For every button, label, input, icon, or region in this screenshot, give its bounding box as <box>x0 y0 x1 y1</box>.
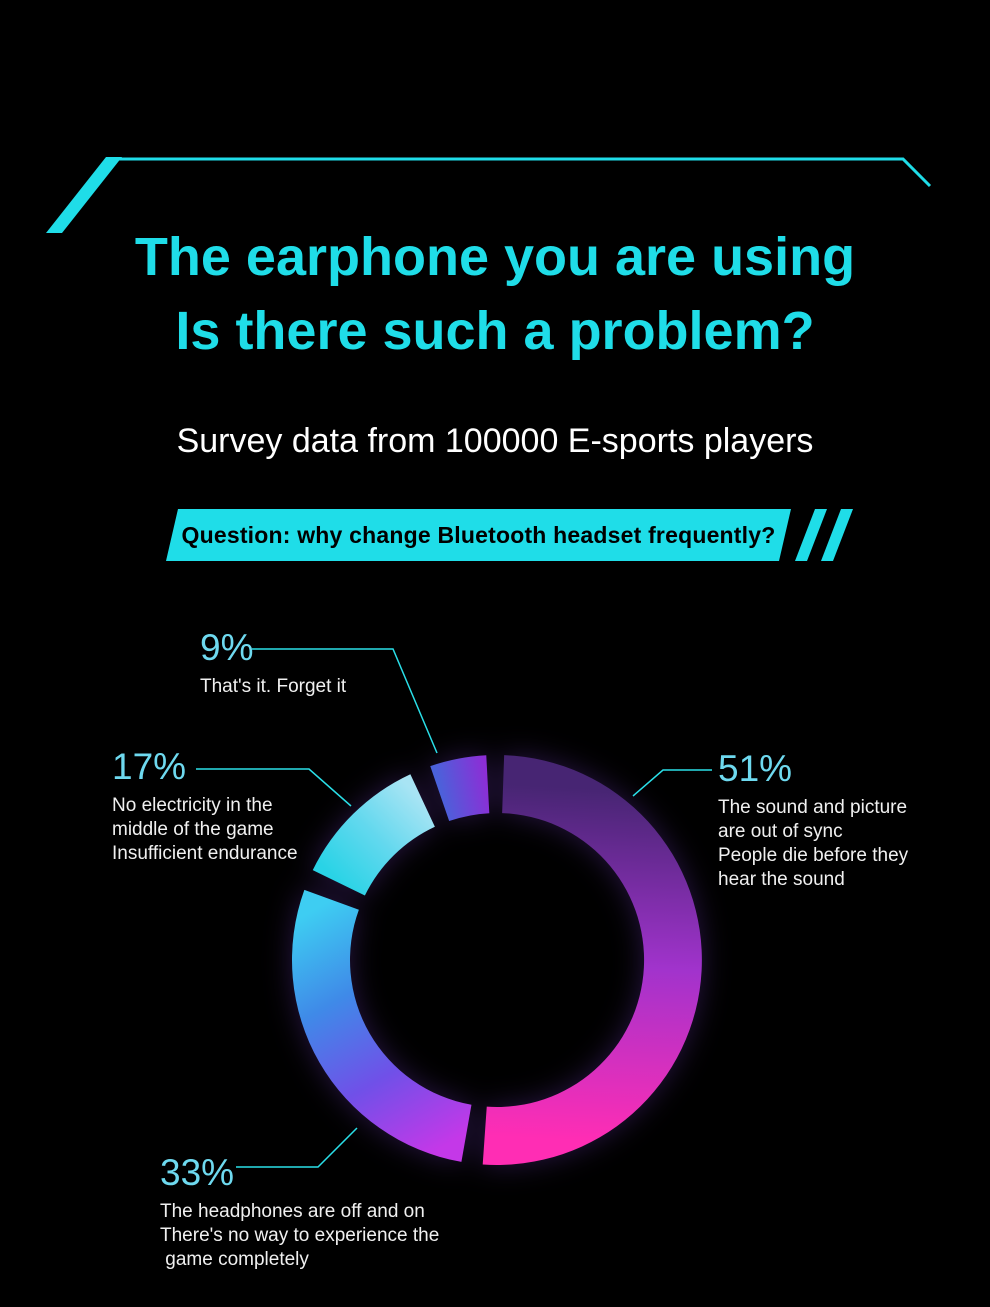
callout-17pct: 17% No electricity in the middle of the … <box>112 745 298 866</box>
callout-9pct: 9% That's it. Forget it <box>200 626 346 699</box>
frame-corner-band <box>46 157 122 233</box>
question-banner: Question: why change Bluetooth headset f… <box>166 509 791 561</box>
donut-segment-33pct <box>291 889 472 1162</box>
banner-slash-icon <box>821 509 853 561</box>
percent-label-51: 51% <box>718 748 793 789</box>
banner-slash-icon <box>795 509 827 561</box>
percent-desc-51: The sound and picture are out of sync Pe… <box>718 797 909 890</box>
percent-desc-17: No electricity in the middle of the game… <box>112 795 298 864</box>
percent-desc-9: That's it. Forget it <box>200 676 347 697</box>
callout-51pct: 51% The sound and picture are out of syn… <box>718 747 908 892</box>
percent-label-17: 17% <box>112 746 187 787</box>
frame-top-line <box>118 157 932 188</box>
question-banner-text: Question: why change Bluetooth headset f… <box>181 521 776 548</box>
percent-label-33: 33% <box>160 1152 235 1193</box>
donut-segment-17pct <box>312 774 435 896</box>
percent-label-9: 9% <box>200 627 254 668</box>
donut-segment-51pct <box>482 755 702 1165</box>
page-title: The earphone you are using Is there such… <box>0 220 990 368</box>
title-line-1: The earphone you are using <box>134 227 856 287</box>
percent-desc-33: The headphones are off and on There's no… <box>160 1201 440 1270</box>
subtitle: Survey data from 100000 E-sports players <box>176 422 814 460</box>
top-frame-decoration <box>46 157 932 233</box>
title-line-2: Is there such a problem? <box>175 301 815 361</box>
callout-33pct: 33% The headphones are off and on There'… <box>160 1151 439 1272</box>
donut-chart <box>291 755 702 1165</box>
donut-segment-9pct <box>430 755 490 822</box>
